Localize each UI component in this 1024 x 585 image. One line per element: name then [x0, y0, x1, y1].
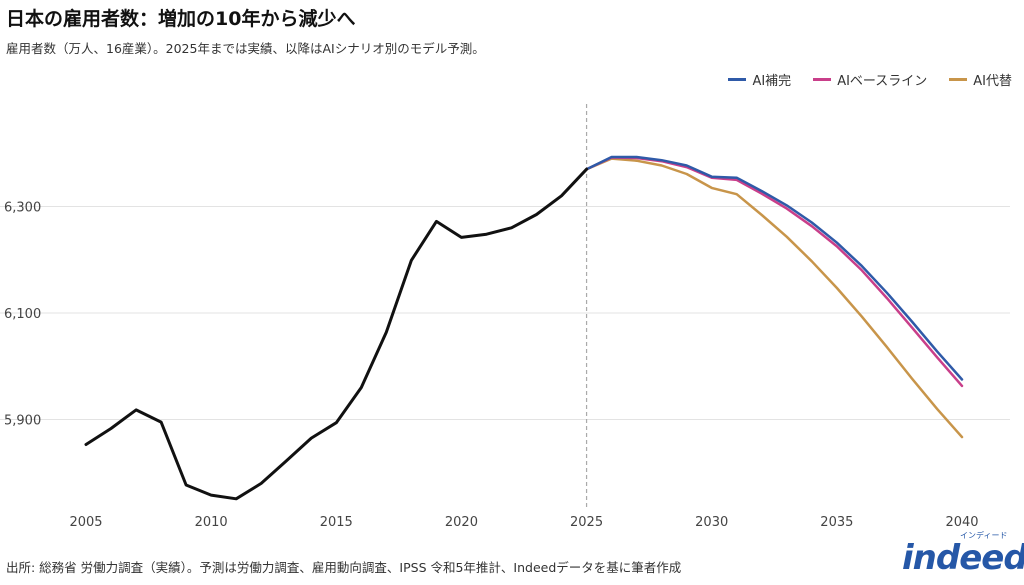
- series-lines: [84, 155, 964, 501]
- x-tick-label: 2010: [195, 515, 228, 530]
- x-tick-label: 2030: [695, 515, 728, 530]
- axis-labels: 5,900 6,100 6,300 2005 2010 2015 2020 2025 2030 2…: [4, 200, 979, 530]
- y-tick-label: 6,100: [4, 307, 41, 322]
- legend-swatch-ai-baseline: [813, 78, 832, 81]
- source-note: 出所: 総務省 労働力調査（実績）。予測は労働力調査、雇用動向調査、IPSS 令…: [6, 560, 682, 575]
- y-tick-label: 5,900: [4, 413, 41, 428]
- legend: AI補完 AIベースライン AI代替: [728, 70, 1012, 89]
- legend-item-ai-baseline: AIベースライン: [813, 70, 927, 89]
- legend-label-ai-replacement: AI代替: [973, 74, 1012, 89]
- legend-swatch-ai-replacement: [949, 78, 968, 81]
- legend-item-ai-replacement: AI代替: [949, 70, 1012, 89]
- chart-title: 日本の雇用者数：増加の10年から減少へ: [6, 8, 356, 30]
- x-tick-label: 2025: [570, 515, 603, 530]
- gridlines: [0, 104, 1010, 510]
- logo-wordmark: indeed: [902, 538, 1024, 578]
- x-tick-label: 2020: [445, 515, 478, 530]
- series-line-actual: [84, 167, 589, 501]
- x-tick-label: 2035: [820, 515, 853, 530]
- y-tick-label: 6,300: [4, 200, 41, 215]
- series-line-ai-complement: [585, 155, 964, 381]
- series-line-ai-replacement: [585, 157, 964, 439]
- indeed-logo: インディード indeed: [902, 530, 1024, 582]
- legend-label-ai-complement: AI補完: [752, 74, 792, 89]
- series-line-ai-baseline: [585, 156, 964, 388]
- x-tick-label: 2005: [69, 515, 102, 530]
- legend-label-ai-baseline: AIベースライン: [837, 74, 928, 89]
- chart-subtitle: 雇用者数（万人、16産業）。2025年までは実績、以降はAIシナリオ別のモデル予…: [6, 41, 485, 56]
- x-tick-label: 2040: [945, 515, 978, 530]
- legend-swatch-ai-complement: [728, 78, 747, 81]
- logo-kana: インディード: [960, 531, 1008, 540]
- x-tick-label: 2015: [320, 515, 353, 530]
- legend-item-ai-complement: AI補完: [728, 70, 791, 89]
